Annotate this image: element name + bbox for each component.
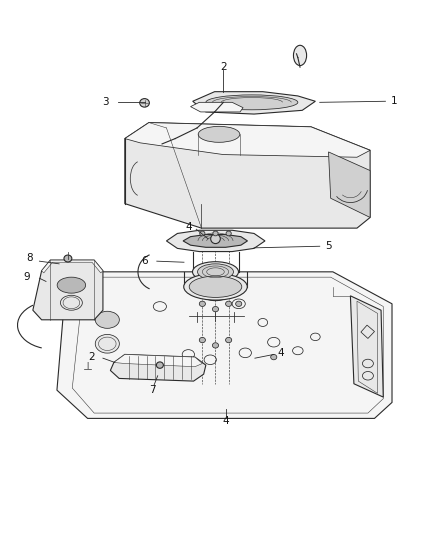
Ellipse shape (198, 126, 240, 142)
Ellipse shape (213, 231, 218, 236)
Ellipse shape (226, 337, 232, 343)
Polygon shape (125, 123, 370, 157)
Ellipse shape (206, 95, 298, 110)
Ellipse shape (199, 301, 205, 306)
Ellipse shape (236, 301, 242, 306)
Ellipse shape (140, 99, 149, 107)
Ellipse shape (57, 277, 86, 293)
Ellipse shape (199, 280, 232, 301)
Text: 7: 7 (149, 385, 156, 395)
Polygon shape (328, 152, 370, 217)
Text: 5: 5 (325, 241, 332, 251)
Ellipse shape (95, 311, 119, 328)
Text: 2: 2 (88, 352, 95, 362)
Polygon shape (110, 354, 206, 381)
Text: 3: 3 (102, 98, 109, 107)
Ellipse shape (211, 234, 220, 244)
Polygon shape (193, 92, 315, 114)
Ellipse shape (95, 335, 119, 353)
Text: I: I (86, 362, 89, 371)
Ellipse shape (293, 45, 307, 66)
Ellipse shape (199, 337, 205, 343)
Polygon shape (42, 260, 103, 273)
Ellipse shape (271, 354, 277, 360)
Ellipse shape (184, 273, 247, 300)
Ellipse shape (226, 301, 232, 306)
Text: 4: 4 (185, 222, 192, 231)
Ellipse shape (226, 231, 231, 236)
Ellipse shape (212, 306, 219, 312)
Polygon shape (166, 230, 265, 252)
Text: 6: 6 (141, 256, 148, 266)
Text: 4: 4 (277, 348, 284, 358)
Text: 1: 1 (391, 96, 398, 106)
Ellipse shape (198, 264, 233, 280)
Polygon shape (191, 102, 243, 112)
Polygon shape (114, 354, 202, 367)
Text: 8: 8 (26, 253, 33, 263)
Polygon shape (125, 123, 370, 228)
Ellipse shape (156, 362, 163, 368)
Ellipse shape (189, 276, 242, 297)
Polygon shape (183, 235, 247, 247)
Polygon shape (33, 260, 103, 320)
Ellipse shape (192, 262, 238, 282)
Text: 4: 4 (222, 416, 229, 426)
Text: 9: 9 (24, 272, 31, 282)
Polygon shape (350, 296, 383, 397)
Ellipse shape (200, 231, 205, 236)
Ellipse shape (64, 255, 72, 262)
Ellipse shape (212, 343, 219, 348)
Polygon shape (57, 272, 392, 418)
Text: 2: 2 (220, 62, 227, 71)
